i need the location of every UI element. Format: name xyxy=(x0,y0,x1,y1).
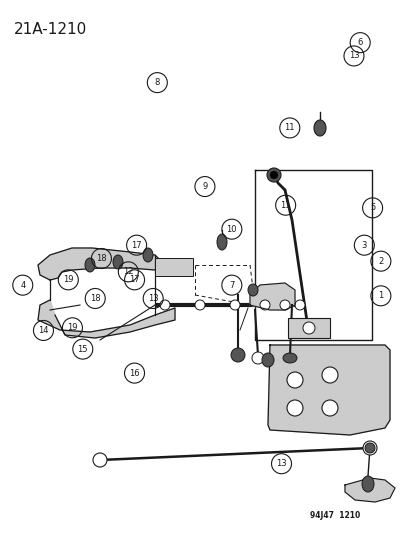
Ellipse shape xyxy=(361,476,373,492)
Text: 11: 11 xyxy=(280,201,290,209)
Ellipse shape xyxy=(113,255,123,269)
Ellipse shape xyxy=(142,248,153,262)
Polygon shape xyxy=(249,283,294,310)
Text: 18: 18 xyxy=(96,254,107,263)
Text: 7: 7 xyxy=(229,281,234,289)
Text: 11: 11 xyxy=(284,124,294,132)
Circle shape xyxy=(321,400,337,416)
Text: 13: 13 xyxy=(348,52,358,60)
Circle shape xyxy=(286,400,302,416)
Circle shape xyxy=(269,171,277,179)
Text: 9: 9 xyxy=(202,182,207,191)
Text: 13: 13 xyxy=(147,294,158,303)
Polygon shape xyxy=(38,248,161,280)
Bar xyxy=(154,258,192,276)
Circle shape xyxy=(302,322,314,334)
Polygon shape xyxy=(344,478,394,502)
Circle shape xyxy=(93,453,107,467)
Ellipse shape xyxy=(261,353,273,367)
Text: 12: 12 xyxy=(123,268,133,276)
Circle shape xyxy=(294,300,304,310)
Ellipse shape xyxy=(216,234,226,250)
Text: 16: 16 xyxy=(129,369,140,377)
Circle shape xyxy=(252,352,263,364)
Circle shape xyxy=(159,300,170,310)
Ellipse shape xyxy=(282,353,296,363)
Text: 19: 19 xyxy=(67,324,78,332)
Text: 5: 5 xyxy=(369,204,374,212)
Ellipse shape xyxy=(364,443,374,453)
Circle shape xyxy=(266,168,280,182)
Polygon shape xyxy=(267,345,389,435)
Circle shape xyxy=(362,441,376,455)
Text: 13: 13 xyxy=(275,459,286,468)
Circle shape xyxy=(279,300,289,310)
Text: 19: 19 xyxy=(63,276,74,284)
Text: 14: 14 xyxy=(38,326,49,335)
Circle shape xyxy=(230,348,244,362)
Circle shape xyxy=(321,367,337,383)
Text: 4: 4 xyxy=(20,281,25,289)
Circle shape xyxy=(286,372,302,388)
Text: 18: 18 xyxy=(90,294,100,303)
Text: 10: 10 xyxy=(226,225,237,233)
Text: 17: 17 xyxy=(131,241,142,249)
Circle shape xyxy=(195,300,204,310)
Ellipse shape xyxy=(313,120,325,136)
Text: 3: 3 xyxy=(361,241,366,249)
Text: 17: 17 xyxy=(129,276,140,284)
Text: 1: 1 xyxy=(377,292,382,300)
Ellipse shape xyxy=(247,284,257,296)
Circle shape xyxy=(230,300,240,310)
Polygon shape xyxy=(38,300,175,338)
Ellipse shape xyxy=(85,258,95,272)
Text: 8: 8 xyxy=(154,78,159,87)
Text: 2: 2 xyxy=(377,257,382,265)
Text: 15: 15 xyxy=(77,345,88,353)
Bar xyxy=(287,318,329,338)
Circle shape xyxy=(259,300,269,310)
Text: 6: 6 xyxy=(357,38,362,47)
Text: 94J47  1210: 94J47 1210 xyxy=(309,511,359,520)
Text: 21A-1210: 21A-1210 xyxy=(14,22,87,37)
